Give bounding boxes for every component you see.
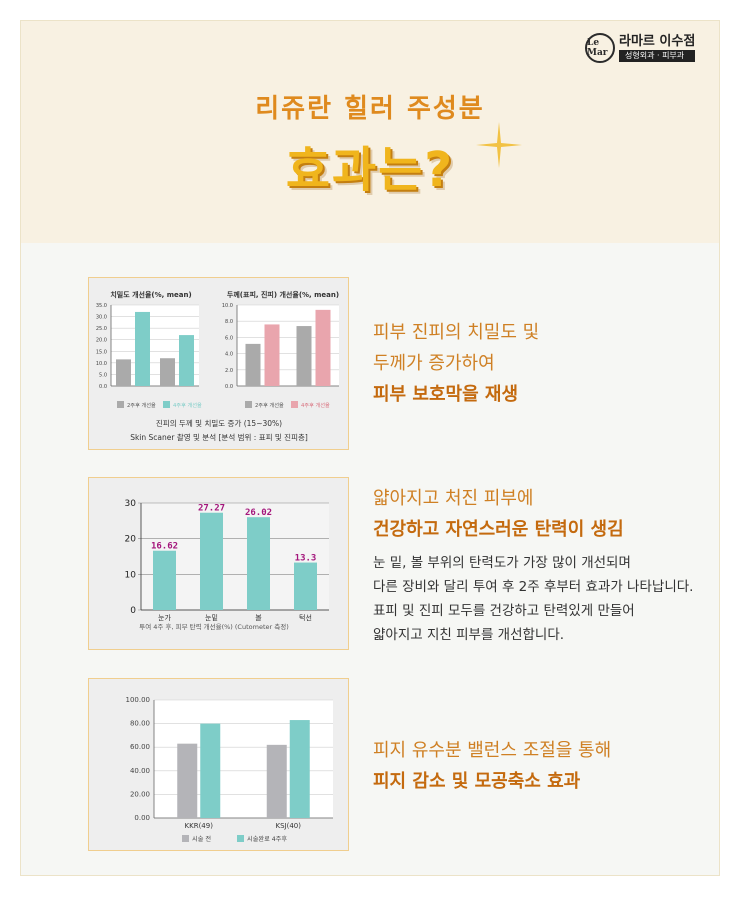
section-1-line-2: 두께가 증가하여 xyxy=(373,353,495,374)
chart3-xlabel: 투여 4주 후, 피부 탄력 개선율(%) (Cutometer 측정) xyxy=(139,622,288,631)
chart1-ytick-label: 10.0 xyxy=(96,361,107,367)
section-3-line-1: 피지 유수분 밸런스 조절을 통해 xyxy=(373,740,612,761)
section-2-desc-line-3: 표피 및 진피 모두를 건강하고 탄력있게 만들어 xyxy=(373,603,635,619)
chart4-bar xyxy=(289,720,310,818)
chart1-ytick-label: 0.0 xyxy=(99,384,107,390)
section-3: 피지 유수분 밸런스 조절을 통해 피지 감소 및 모공축소 효과 xyxy=(373,735,611,797)
chart4-legend-swatch xyxy=(182,835,189,842)
chart1-caption-2: Skin Scaner 촬영 및 분석 [분석 범위 : 표피 및 진피층] xyxy=(130,432,308,442)
chart3-bar xyxy=(294,562,317,610)
section-2-desc-line-4: 얇아지고 지친 피부를 개선합니다. xyxy=(373,627,565,643)
chart-panel-density-thickness: 치밀도 개선율(%, mean) 두께(표피, 진피) 개선율(%, mean)… xyxy=(88,277,349,450)
chart4-ytick-label: 0.00 xyxy=(134,814,150,822)
chart2-legend-swatch xyxy=(245,401,252,408)
chart3-category-label: 볼 xyxy=(255,613,262,622)
chart4-category-label: KSJ(40) xyxy=(276,822,302,830)
chart4-bar xyxy=(200,723,221,818)
chart2-legend-label: 2주후 개선율 xyxy=(255,401,284,409)
chart1-ytick-label: 20.0 xyxy=(96,338,107,344)
chart2-ytick-label: 2.0 xyxy=(225,368,233,374)
chart4-legend-label: 시술완료 4주후 xyxy=(247,835,287,843)
chart3-value-label: 26.02 xyxy=(245,508,272,518)
section-2-highlight: 건강하고 자연스러운 탄력이 생김 xyxy=(373,519,624,540)
chart2-legend-label: 4주후 개선율 xyxy=(301,401,330,409)
chart3-bar xyxy=(153,550,176,610)
section-1: 피부 진피의 치밀도 및 두께가 증가하여 피부 보호막을 재생 xyxy=(373,317,539,410)
chart1-bar xyxy=(135,311,150,386)
chart-panel-sebum: 100.00 80.00 60.00 40.00 20.00 0.00 KKR(49) KSJ… xyxy=(88,678,349,851)
chart4-ytick-label: 80.00 xyxy=(130,720,150,728)
chart4-ytick-label: 60.00 xyxy=(130,743,150,751)
chart4-legend-swatch xyxy=(237,835,244,842)
section-2-desc-line-2: 다른 장비와 달리 투여 후 2주 후부터 효과가 나타납니다. xyxy=(373,579,694,595)
chart4-category-label: KKR(49) xyxy=(185,822,214,830)
logo-mark: Le Mar xyxy=(585,33,615,63)
brand-logo[interactable]: Le Mar 라마르 이수점 성형외과 · 피부과 xyxy=(585,32,696,64)
chart3-value-label: 27.27 xyxy=(198,504,225,514)
chart4-ytick-label: 40.00 xyxy=(130,767,150,775)
section-2-description: 눈 밑, 볼 부위의 탄력도가 가장 많이 개선되며 다른 장비와 달리 투여 … xyxy=(373,551,693,647)
section-3-highlight: 피지 감소 및 모공축소 효과 xyxy=(373,771,581,792)
page-frame xyxy=(20,20,720,876)
chart3-category-label: 눈밑 xyxy=(205,614,218,622)
chart3-bar xyxy=(200,512,223,610)
chart3-category-label: 턱선 xyxy=(299,613,312,622)
chart2-title: 두께(표피, 진피) 개선율(%, mean) xyxy=(227,290,339,299)
section-1-highlight: 피부 보호막을 재생 xyxy=(373,384,519,405)
chart2-bar xyxy=(264,324,280,386)
section-2: 얇아지고 처진 피부에 건강하고 자연스러운 탄력이 생김 눈 밑, 볼 부위의… xyxy=(373,483,693,647)
chart1-ytick-label: 25.0 xyxy=(96,326,107,332)
chart4-legend-label: 시술 전 xyxy=(192,835,211,843)
chart2-ytick-label: 10.0 xyxy=(222,303,233,309)
brand-sub: 성형외과 · 피부과 xyxy=(619,50,696,62)
chart-sebum: 100.00 80.00 60.00 40.00 20.00 0.00 KKR(49) KSJ… xyxy=(126,696,333,843)
chart-density-thickness: 치밀도 개선율(%, mean) 두께(표피, 진피) 개선율(%, mean)… xyxy=(96,290,339,442)
chart1-legend-label: 2주후 개선율 xyxy=(127,401,156,409)
chart3-value-label: 16.62 xyxy=(151,542,178,552)
chart3-bar xyxy=(247,517,270,610)
chart1-title: 치밀도 개선율(%, mean) xyxy=(110,290,191,299)
chart2-bar xyxy=(296,326,312,386)
chart2-legend-swatch xyxy=(291,401,298,408)
chart2-ytick-label: 6.0 xyxy=(225,335,233,341)
chart3-value-label: 13.3 xyxy=(295,554,317,564)
chart4-ytick-label: 100.00 xyxy=(126,696,151,704)
chart3-ytick-label: 0 xyxy=(130,606,136,616)
chart1-ytick-label: 30.0 xyxy=(96,315,107,321)
chart2-ytick-label: 0.0 xyxy=(225,384,233,390)
chart4-ytick-label: 20.00 xyxy=(130,790,150,798)
chart-elasticity: 투여 4주 후, 피부 탄력 개선율(%) (Cutometer 측정) 30 2… xyxy=(125,499,329,631)
chart2-bar xyxy=(245,343,261,386)
chart1-legend-swatch xyxy=(163,401,170,408)
section-1-line-1: 피부 진피의 치밀도 및 xyxy=(373,322,540,343)
chart3-category-label: 눈가 xyxy=(158,613,171,622)
section-2-desc-line-1: 눈 밑, 볼 부위의 탄력도가 가장 많이 개선되며 xyxy=(373,555,631,571)
chart1-caption-1: 진피의 두께 및 치밀도 증가 (15~30%) xyxy=(156,418,282,428)
chart4-bar xyxy=(266,744,287,818)
chart3-ytick-label: 30 xyxy=(125,499,137,509)
chart1-bar xyxy=(116,359,131,386)
brand-name: 라마르 이수점 xyxy=(619,34,696,49)
chart1-legend-swatch xyxy=(117,401,124,408)
sparkle-icon xyxy=(476,122,522,168)
chart2-ytick-label: 4.0 xyxy=(225,352,233,358)
chart-panel-elasticity: 투여 4주 후, 피부 탄력 개선율(%) (Cutometer 측정) 30 2… xyxy=(88,477,349,650)
chart3-ytick-label: 10 xyxy=(125,570,137,580)
chart1-legend-label: 4주후 개선율 xyxy=(173,401,202,409)
chart4-bar xyxy=(177,743,198,818)
chart1-ytick-label: 5.0 xyxy=(99,372,107,378)
section-2-line-1: 얇아지고 처진 피부에 xyxy=(373,488,534,509)
chart3-ytick-label: 20 xyxy=(125,535,137,545)
page-subtitle: 리쥬란 힐러 주성분 xyxy=(255,94,485,124)
chart1-bar xyxy=(160,358,175,386)
chart2-bar xyxy=(315,309,331,386)
chart1-ytick-label: 15.0 xyxy=(96,349,107,355)
chart2-ytick-label: 8.0 xyxy=(225,319,233,325)
chart1-ytick-label: 35.0 xyxy=(96,303,107,309)
chart1-bar xyxy=(179,335,194,386)
page-title: 효과는? xyxy=(285,142,455,198)
